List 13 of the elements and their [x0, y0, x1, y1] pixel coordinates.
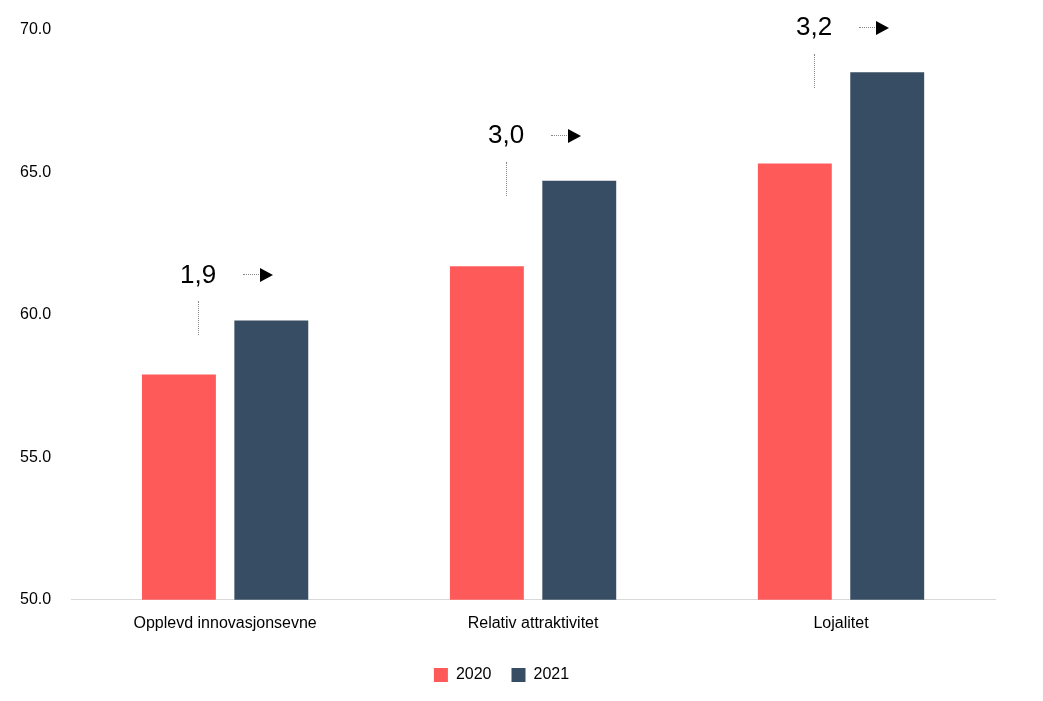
y-tick-label: 60.0	[20, 305, 52, 323]
y-tick-label: 50.0	[20, 590, 52, 608]
x-tick-label: Lojalitet	[813, 613, 870, 631]
annotation: 3,2	[795, 11, 833, 42]
y-tick-label: 55.0	[20, 447, 52, 465]
annotation: 3,0	[487, 118, 525, 149]
legend-label: 2020	[455, 665, 492, 683]
annotation: 1,9	[180, 258, 217, 289]
y-tick-label: 65.0	[20, 162, 52, 180]
x-tick-label: Relativ attraktivitet	[467, 613, 599, 631]
legend-label: 2021	[533, 665, 570, 683]
y-tick-label: 70.0	[20, 20, 52, 38]
x-tick-label: Opplevd innovasjonsevne	[133, 613, 317, 631]
